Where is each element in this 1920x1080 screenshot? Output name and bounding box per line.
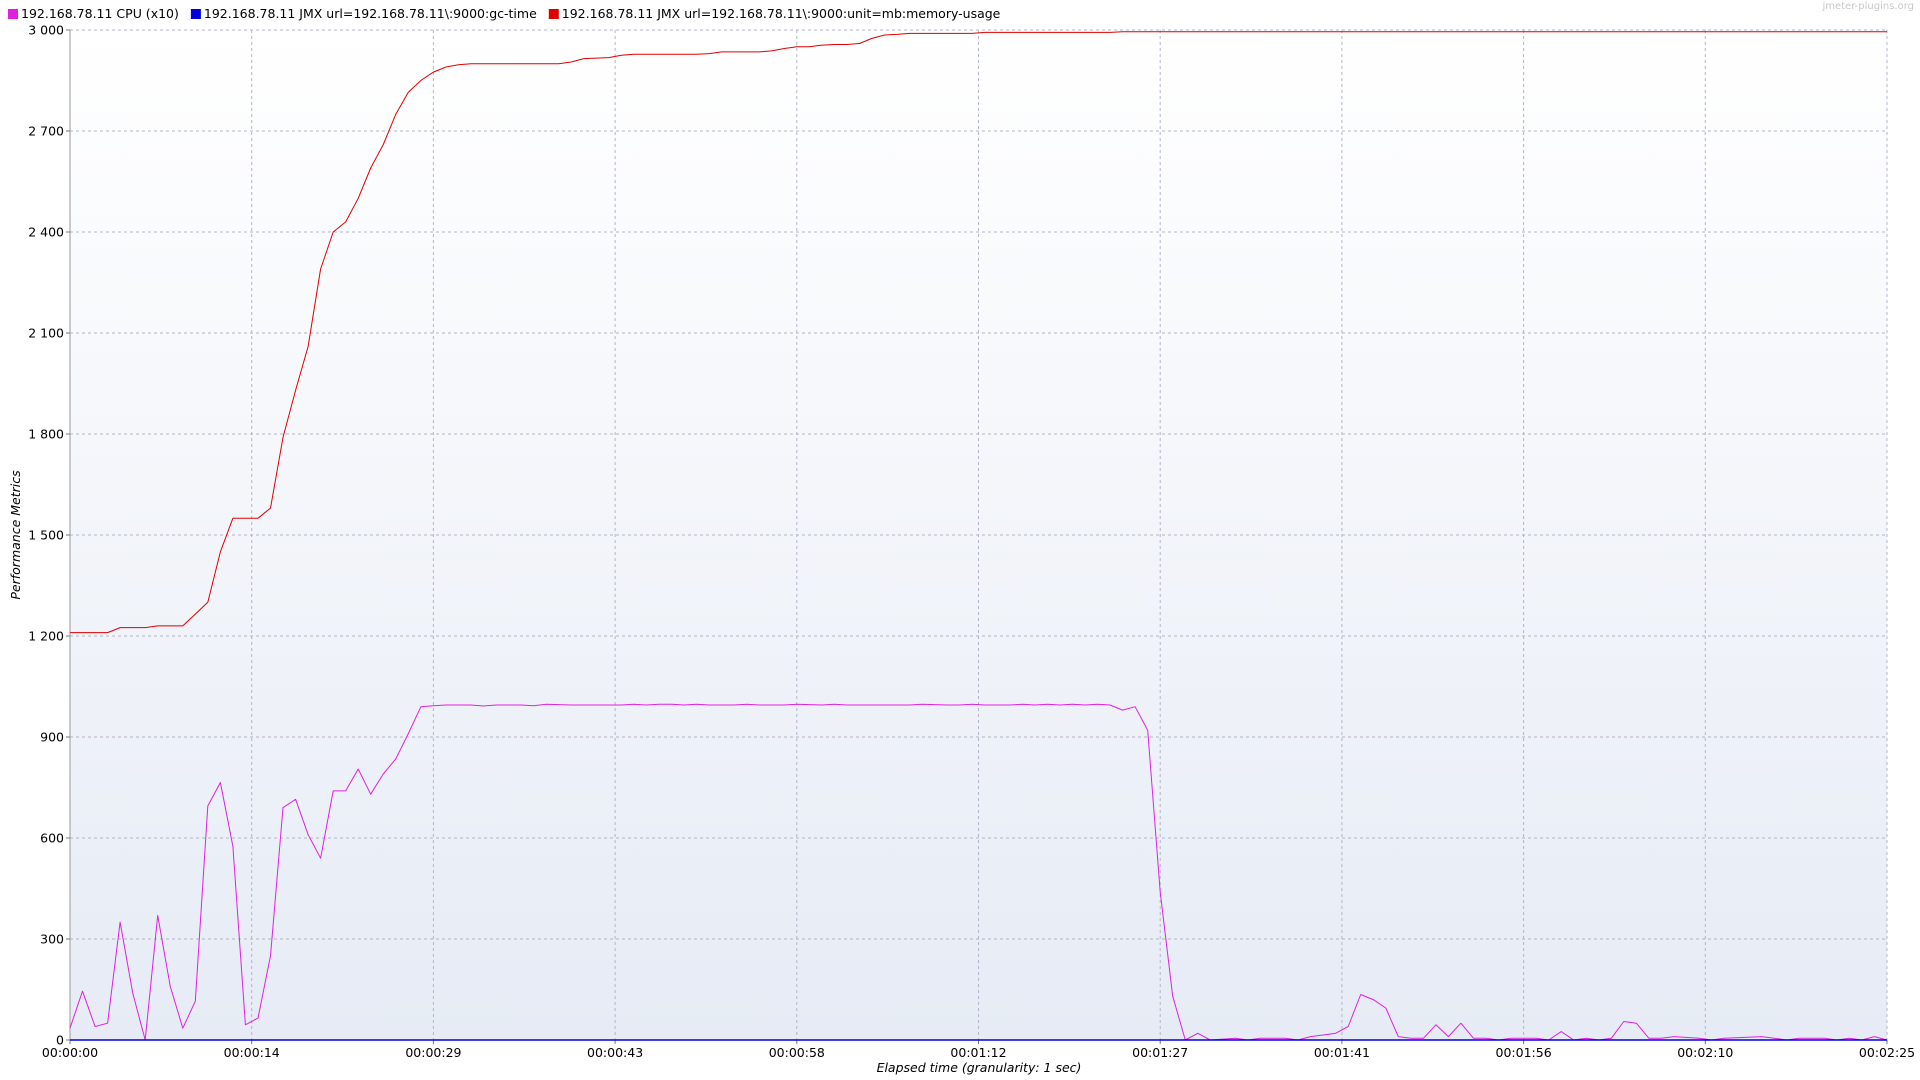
x-tick-label: 00:01:12 <box>950 1045 1006 1060</box>
x-tick-label: 00:01:41 <box>1314 1045 1370 1060</box>
x-tick-label: 00:01:56 <box>1496 1045 1552 1060</box>
legend-swatch-1 <box>190 9 201 19</box>
series-lines <box>69 31 1888 1041</box>
x-tick-label: 00:00:00 <box>42 1045 98 1060</box>
y-tick-label: 1 200 <box>28 629 64 644</box>
x-tick-label: 00:00:29 <box>405 1045 461 1060</box>
y-tick-label: 900 <box>40 730 64 745</box>
legend-label-2: 192.168.78.11 JMX url=192.168.78.11\:900… <box>562 6 1001 21</box>
y-tick-label: 2 100 <box>28 326 64 341</box>
x-tick-label: 00:00:58 <box>769 1045 825 1060</box>
y-tick-label: 2 700 <box>28 124 64 139</box>
legend: 192.168.78.11 CPU (x10) 192.168.78.11 JMX… <box>8 6 1001 21</box>
y-axis-title: Performance Metrics <box>8 470 23 600</box>
x-tick-label: 00:00:43 <box>587 1045 643 1060</box>
y-tick-label: 600 <box>40 831 64 846</box>
legend-label-0: 192.168.78.11 CPU (x10) <box>21 6 179 21</box>
x-tick-label: 00:02:25 <box>1859 1045 1915 1060</box>
y-tick-label: 1 800 <box>28 427 64 442</box>
y-tick-label: 300 <box>40 932 64 947</box>
legend-swatch-0 <box>8 9 18 19</box>
grid-lines <box>70 29 1888 1040</box>
x-axis-ticks: 00:00:00 00:00:14 00:00:29 00:00:43 00:00:58… <box>42 1040 1915 1060</box>
x-tick-label: 00:02:10 <box>1677 1045 1733 1060</box>
x-axis-title: Elapsed time (granularity: 1 sec) <box>877 1060 1082 1075</box>
x-tick-label: 00:00:14 <box>224 1045 280 1060</box>
y-axis-ticks: 0 300 600 900 1 200 1 500 1 800 2 100 2 400 2 700… <box>28 23 70 1048</box>
y-tick-label: 3 000 <box>28 23 64 38</box>
y-tick-label: 0 <box>56 1033 64 1048</box>
legend-label-1: 192.168.78.11 JMX url=192.168.78.11\:900… <box>204 6 537 21</box>
x-tick-label: 00:01:27 <box>1132 1045 1188 1060</box>
series-line-2 <box>70 31 1887 634</box>
watermark: jmeter-plugins.org <box>1821 1 1914 12</box>
legend-swatch-2 <box>548 9 559 19</box>
y-tick-label: 2 400 <box>28 225 64 240</box>
y-tick-label: 1 500 <box>28 528 64 543</box>
series-line-0 <box>69 703 1888 1041</box>
